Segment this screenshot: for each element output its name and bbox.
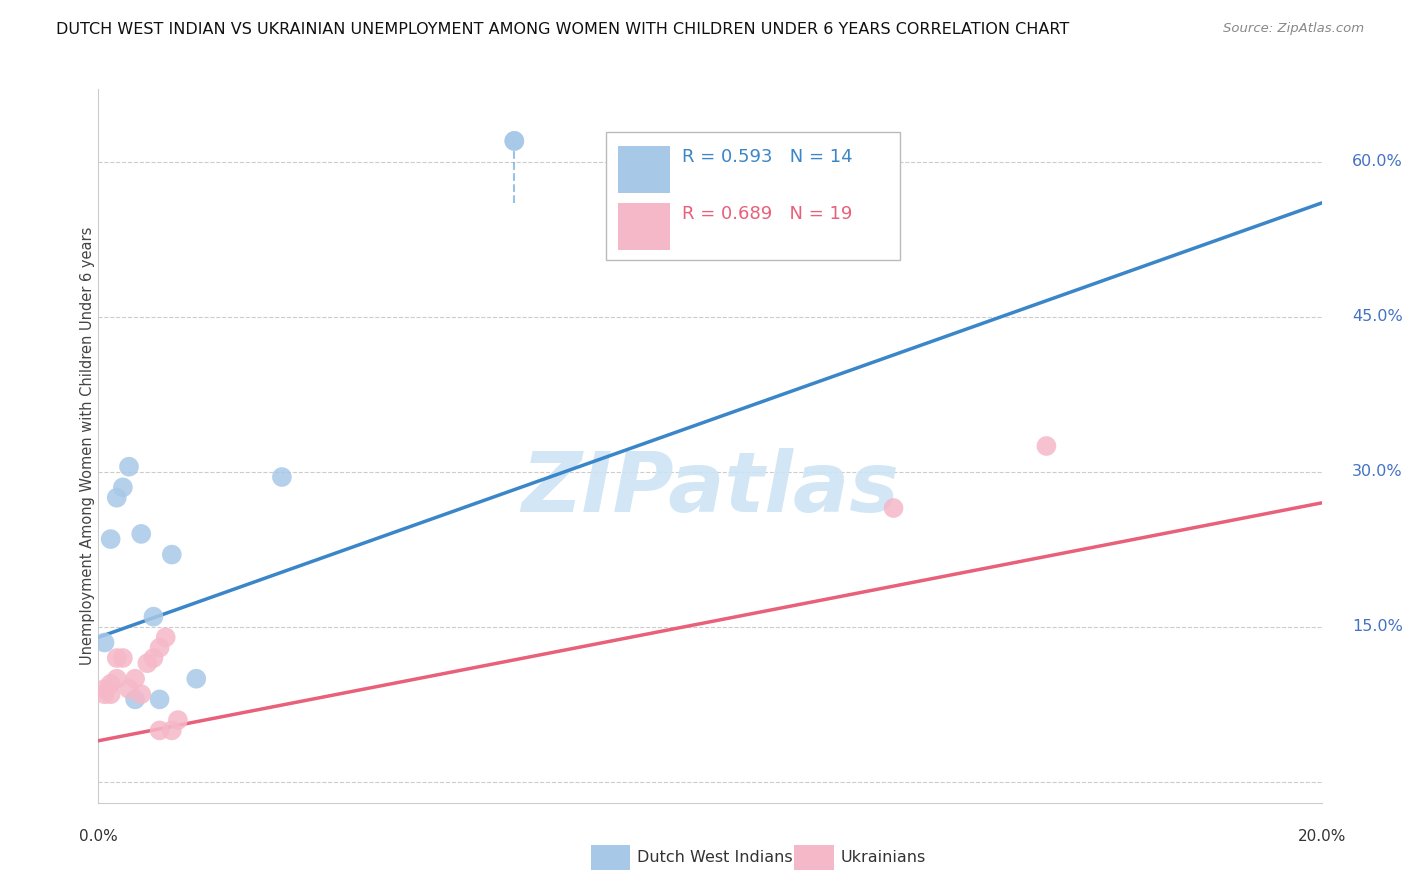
Text: 20.0%: 20.0% — [1298, 829, 1346, 844]
Point — [111, 651, 134, 665]
Text: 30.0%: 30.0% — [1353, 465, 1403, 479]
Text: R = 0.689   N = 19: R = 0.689 N = 19 — [682, 205, 852, 223]
Point — [93, 687, 115, 701]
Point — [111, 480, 134, 494]
Point — [118, 681, 141, 696]
Point — [105, 651, 128, 665]
Point — [1035, 439, 1057, 453]
Point — [503, 134, 526, 148]
Point — [129, 527, 152, 541]
Point — [118, 459, 141, 474]
Point — [503, 134, 526, 148]
Point — [155, 630, 177, 644]
Point — [160, 548, 183, 562]
Text: 60.0%: 60.0% — [1353, 154, 1403, 169]
Point — [124, 672, 146, 686]
Point — [142, 651, 165, 665]
Point — [186, 672, 208, 686]
Point — [124, 692, 146, 706]
Point — [105, 491, 128, 505]
Point — [149, 723, 172, 738]
Point — [100, 687, 122, 701]
Point — [93, 681, 115, 696]
Text: Source: ZipAtlas.com: Source: ZipAtlas.com — [1223, 22, 1364, 36]
Point — [93, 635, 115, 649]
Text: 0.0%: 0.0% — [79, 829, 118, 844]
FancyBboxPatch shape — [619, 203, 669, 250]
Text: Ukrainians: Ukrainians — [841, 850, 927, 864]
Point — [100, 677, 122, 691]
Point — [136, 656, 159, 670]
Point — [149, 692, 172, 706]
Y-axis label: Unemployment Among Women with Children Under 6 years: Unemployment Among Women with Children U… — [80, 227, 94, 665]
Point — [142, 609, 165, 624]
Point — [149, 640, 172, 655]
Text: DUTCH WEST INDIAN VS UKRAINIAN UNEMPLOYMENT AMONG WOMEN WITH CHILDREN UNDER 6 YE: DUTCH WEST INDIAN VS UKRAINIAN UNEMPLOYM… — [56, 22, 1070, 37]
Text: ZIPatlas: ZIPatlas — [522, 449, 898, 529]
Point — [160, 723, 183, 738]
FancyBboxPatch shape — [619, 146, 669, 193]
Point — [100, 532, 122, 546]
Point — [167, 713, 190, 727]
Text: 45.0%: 45.0% — [1353, 310, 1403, 324]
Text: Dutch West Indians: Dutch West Indians — [637, 850, 793, 864]
Point — [270, 470, 292, 484]
Point — [129, 687, 152, 701]
Text: 15.0%: 15.0% — [1353, 619, 1403, 634]
Text: R = 0.593   N = 14: R = 0.593 N = 14 — [682, 148, 852, 166]
FancyBboxPatch shape — [606, 132, 900, 260]
Point — [883, 501, 905, 516]
Point — [105, 672, 128, 686]
